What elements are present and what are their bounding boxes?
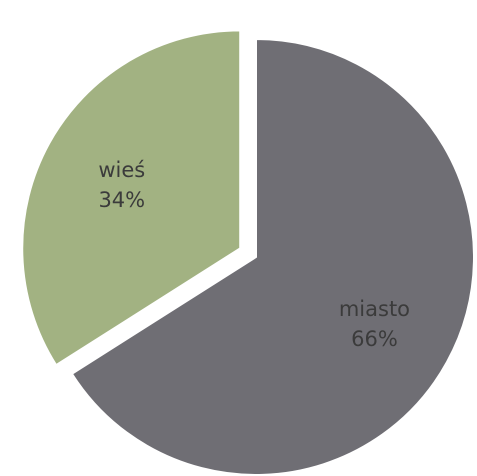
slice-label-miasto: miasto 66% <box>339 297 410 351</box>
slice-category-label: miasto <box>339 297 410 321</box>
slice-value-label: 66% <box>351 327 398 351</box>
pie-slice-miasto <box>70 37 475 476</box>
slice-category-label: wieś <box>98 158 145 182</box>
pie-slices <box>21 29 475 476</box>
slice-label-wies: wieś 34% <box>98 158 145 212</box>
pie-labels: miasto 66% wieś 34% <box>98 158 410 351</box>
slice-value-label: 34% <box>98 188 145 212</box>
pie-slice-wies <box>21 29 242 367</box>
